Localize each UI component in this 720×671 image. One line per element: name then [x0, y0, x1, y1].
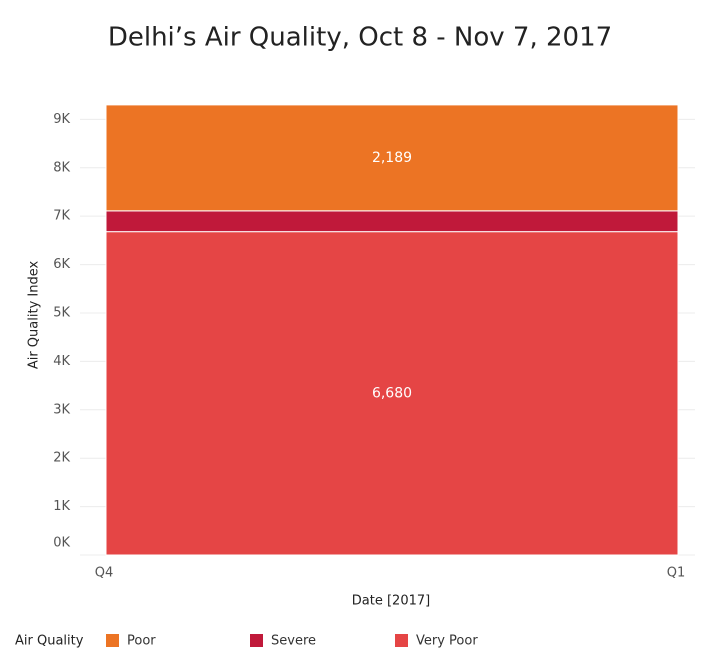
y-tick-label: 7K [53, 209, 70, 224]
y-tick-label: 8K [53, 160, 70, 175]
y-tick-label: 2K [53, 451, 70, 466]
y-tick-label: 3K [53, 402, 70, 417]
y-axis-title: Air Quality Index [27, 261, 42, 370]
x-axis-title: Date [2017] [352, 594, 430, 609]
chart-title: Delhi’s Air Quality, Oct 8 - Nov 7, 2017 [108, 23, 612, 53]
y-tick-label: 4K [53, 354, 70, 369]
legend-label: Very Poor [416, 634, 478, 649]
legend-label: Poor [127, 634, 156, 649]
legend-swatch [250, 634, 263, 647]
y-tick-label: 5K [53, 305, 70, 320]
y-tick-label: 1K [53, 499, 70, 514]
legend-swatch [395, 634, 408, 647]
bar-segment [105, 210, 679, 233]
legend-label: Severe [271, 634, 316, 649]
value-label: 6,680 [372, 385, 412, 401]
x-tick-label: Q4 [95, 566, 114, 581]
bar-segment [105, 104, 679, 212]
x-tick-label: Q1 [667, 566, 686, 581]
y-tick-label: 6K [53, 257, 70, 272]
legend-swatch [106, 634, 119, 647]
y-tick-label: 9K [53, 112, 70, 127]
bar-segment [105, 231, 679, 556]
value-label: 2,189 [372, 150, 412, 166]
y-tick-label: 0K [53, 536, 70, 551]
legend-title: Air Quality [15, 634, 84, 649]
